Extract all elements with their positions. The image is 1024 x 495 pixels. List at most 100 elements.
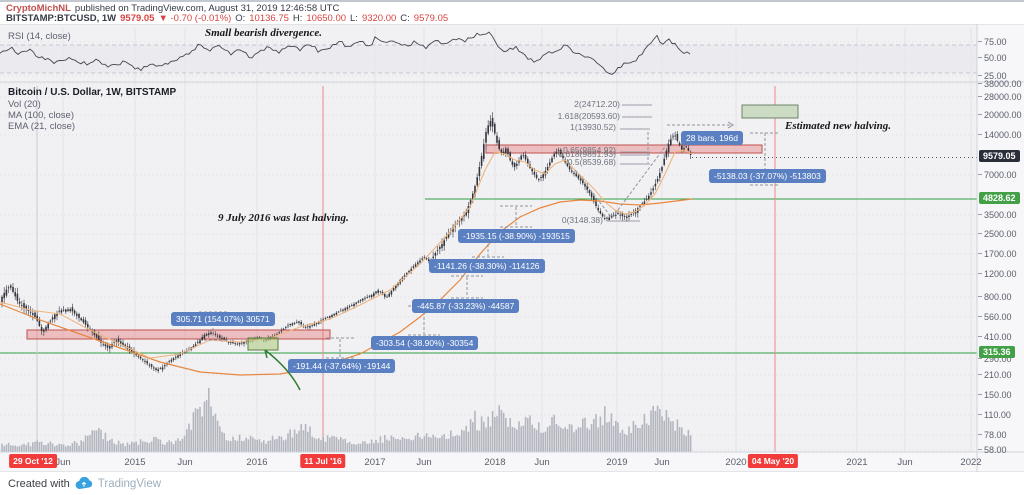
- time-tick: Jun: [177, 457, 193, 468]
- measure-label[interactable]: -303.54 (-38.90%) -30354: [371, 336, 479, 350]
- time-tick: Jun: [55, 457, 71, 468]
- price-tick: 800.00: [978, 292, 1012, 302]
- price-tick: 560.00: [978, 312, 1012, 322]
- time-tick: 2021: [846, 457, 868, 468]
- rsi-band: [0, 45, 977, 73]
- time-badge[interactable]: 29 Oct '12: [9, 454, 57, 468]
- price-badge: 4828.62: [979, 192, 1020, 204]
- price-tick: 410.00: [978, 332, 1012, 342]
- price-axis-background[interactable]: [977, 24, 1024, 472]
- measure-label[interactable]: -445.87 (-33.23%) -44587: [412, 299, 520, 313]
- price-tick: 20000.00: [978, 110, 1022, 120]
- fib-label[interactable]: 0.5(8539.68): [567, 157, 616, 167]
- time-tick: Jun: [654, 457, 670, 468]
- header-text: O:: [235, 13, 246, 24]
- header-text: 9320.00: [361, 13, 397, 24]
- rsi-tick: 75.00: [978, 37, 1007, 47]
- price-tick: 210.00: [978, 370, 1012, 380]
- fib-label[interactable]: 1.618(20593.60): [557, 111, 620, 121]
- fib-label[interactable]: 1(13930.52): [570, 122, 616, 132]
- resistance-band-right[interactable]: [485, 144, 763, 154]
- price-tick: 2500.00: [978, 229, 1017, 239]
- price-badge: 9579.05: [979, 150, 1020, 162]
- price-tick: 38000.00: [978, 79, 1022, 89]
- price-tick: 78.00: [978, 430, 1007, 440]
- measure-dash[interactable]: [574, 169, 613, 219]
- price-tick: 7000.00: [978, 170, 1017, 180]
- footer: Created with TradingView: [8, 472, 1024, 495]
- price-badge: 315.36: [979, 346, 1015, 358]
- measure-label[interactable]: 28 bars, 196d: [681, 131, 743, 145]
- text-annotation[interactable]: Small bearish divergence.: [205, 27, 323, 39]
- header-text: published on TradingView.com, August 31,…: [74, 3, 340, 14]
- tradingview-brand-link[interactable]: TradingView: [97, 477, 162, 490]
- header-text: 10650.00: [306, 13, 347, 24]
- resistance-band-left[interactable]: [26, 329, 331, 340]
- text-annotation[interactable]: 9 July 2016 was last halving.: [218, 212, 349, 224]
- tradingview-cloud-icon: [75, 477, 93, 490]
- volume-series: [1, 387, 692, 452]
- price-tick: 58.00: [978, 445, 1007, 455]
- arrow-head-right: [727, 121, 734, 129]
- last-halving-box[interactable]: [247, 337, 279, 351]
- rsi-indicator-legend[interactable]: RSI (14, close): [8, 31, 71, 42]
- fib-label[interactable]: 0(3148.38): [561, 215, 603, 225]
- rsi-tick: 25.00: [978, 71, 1007, 81]
- time-tick: 2022: [960, 457, 982, 468]
- publish-info-line: CryptoMichNL published on TradingView.com…: [6, 4, 343, 14]
- time-tick: Jun: [897, 457, 913, 468]
- time-tick: 2018: [484, 457, 506, 468]
- header-text: 9579.05: [413, 13, 449, 24]
- time-tick: 2017: [364, 457, 386, 468]
- price-tick: 14000.00: [978, 130, 1022, 140]
- time-badge[interactable]: 11 Jul '16: [300, 454, 346, 468]
- rsi-tick: 50.00: [978, 53, 1007, 63]
- measure-label[interactable]: -1141.26 (-38.30%) -114126: [429, 259, 545, 273]
- price-tick: 3500.00: [978, 210, 1017, 220]
- header-text: 10136.75: [249, 13, 289, 24]
- time-tick: 2015: [124, 457, 146, 468]
- time-badge[interactable]: 04 May '20: [747, 454, 799, 468]
- header-text: 9579.05: [120, 13, 155, 24]
- fib-label[interactable]: 2(24712.20): [574, 99, 620, 109]
- measure-dash[interactable]: [611, 131, 677, 219]
- chart-header: CryptoMichNL published on TradingView.com…: [0, 2, 1024, 24]
- halving-arrow[interactable]: [264, 349, 301, 391]
- time-tick: 2016: [246, 457, 268, 468]
- measure-label[interactable]: -5138.03 (-37.07%) -513803: [709, 169, 826, 183]
- measure-label[interactable]: -1935.15 (-38.90%) -193515: [458, 229, 575, 243]
- symbol-legend-title[interactable]: Bitcoin / U.S. Dollar, 1W, BITSTAMP: [8, 87, 177, 98]
- symbol-ohlc-line: BITSTAMP:BTCUSD, 1W 9579.05 ▼ -0.70 (-0.01…: [6, 14, 452, 24]
- price-tick: 1200.00: [978, 269, 1017, 279]
- header-text: CryptoMichNL: [6, 3, 71, 14]
- ema21-line[interactable]: [0, 149, 693, 359]
- price-tick: 150.00: [978, 390, 1012, 400]
- measure-label[interactable]: -191.44 (-37.64%) -19144: [288, 359, 396, 373]
- price-tick: 1700.00: [978, 249, 1017, 259]
- time-tick: Jun: [534, 457, 550, 468]
- price-tick: 110.00: [978, 410, 1011, 420]
- time-tick: 2019: [606, 457, 628, 468]
- time-tick: Jun: [416, 457, 432, 468]
- price-tick: 290.00: [978, 354, 1012, 364]
- time-tick: 2020: [725, 457, 747, 468]
- header-text: BITSTAMP:BTCUSD, 1W: [6, 13, 117, 24]
- halving-arrow-head: [264, 349, 268, 359]
- header-text: H:: [292, 13, 303, 24]
- measure-label[interactable]: 305.71 (154.07%) 30571: [171, 312, 275, 326]
- halving-target-box[interactable]: [741, 104, 799, 119]
- header-text: ▼ -0.70 (-0.01%): [158, 13, 232, 24]
- legend-item[interactable]: Vol (20): [8, 99, 41, 110]
- fib-label[interactable]: 0.618(9851.93): [558, 149, 616, 159]
- text-annotation[interactable]: Estimated new halving.: [785, 120, 892, 132]
- time-axis-background[interactable]: [0, 452, 977, 472]
- rsi-line[interactable]: [0, 31, 691, 75]
- main-chart-legend: Bitcoin / U.S. Dollar, 1W, BITSTAMP Vol …: [8, 87, 176, 132]
- fib-label[interactable]: 0.65(9854.92): [563, 145, 616, 155]
- legend-item[interactable]: MA (100, close): [8, 110, 74, 121]
- legend-item[interactable]: EMA (21, close): [8, 121, 76, 132]
- created-with-label: Created with: [8, 477, 70, 490]
- header-text: L:: [350, 13, 358, 24]
